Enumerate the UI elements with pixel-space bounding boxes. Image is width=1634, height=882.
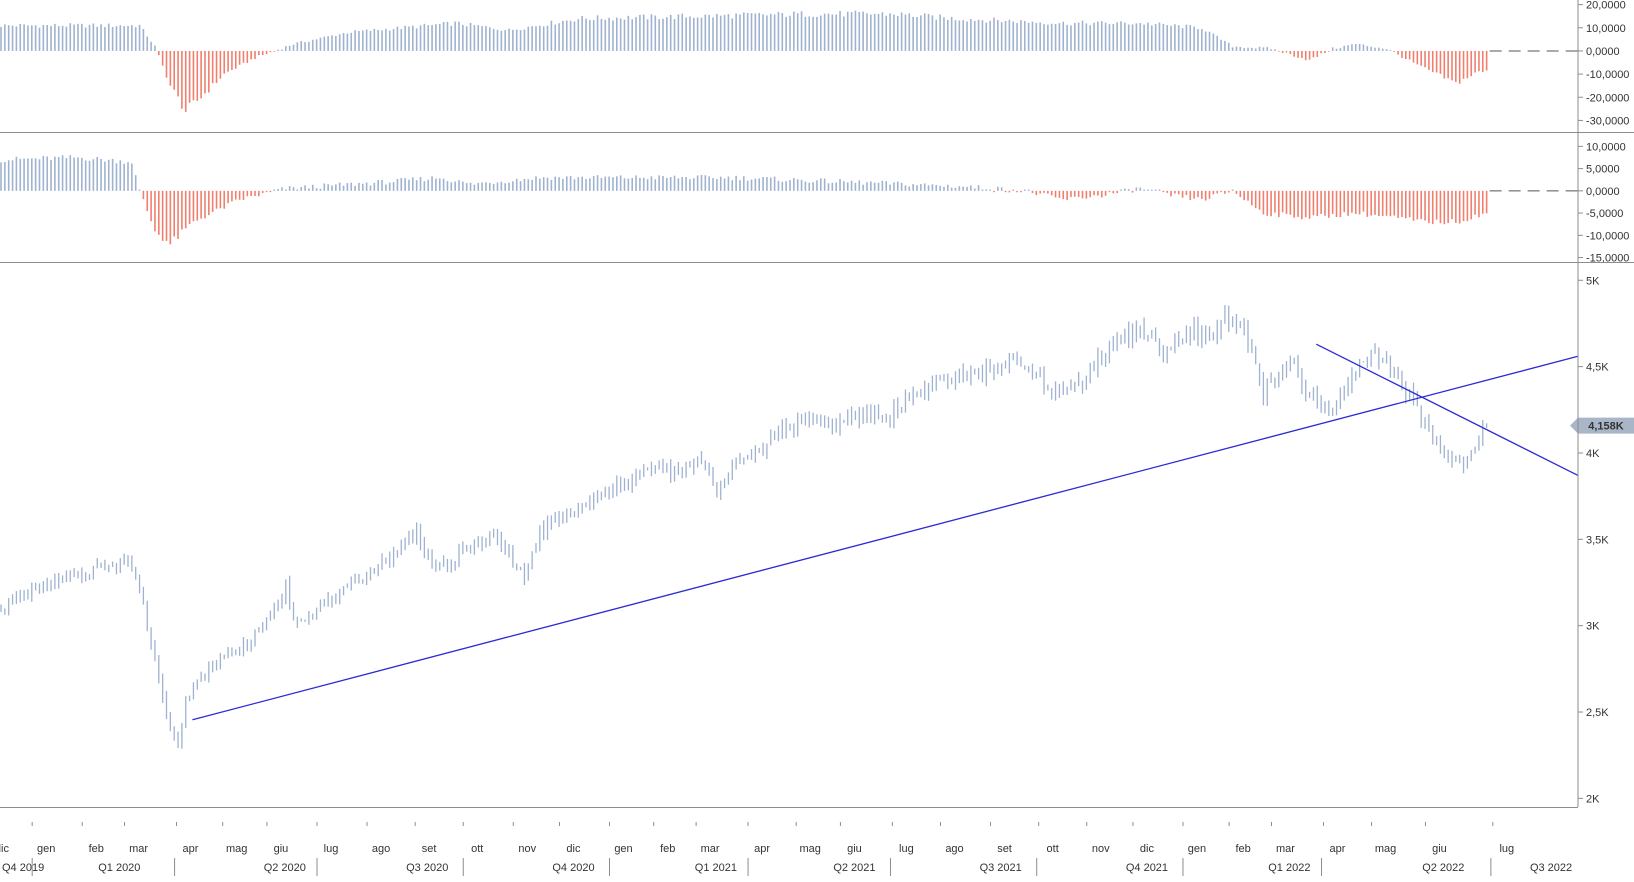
y-tick-label: -10,0000 bbox=[1586, 69, 1629, 81]
y-tick-label: 0,0000 bbox=[1586, 46, 1620, 58]
quarter-label: Q4 2019 bbox=[2, 862, 44, 874]
quarter-label: Q1 2021 bbox=[695, 862, 737, 874]
month-label: mag bbox=[226, 843, 247, 855]
indicator-panel-middle: 10,0000 5,0000 0,0000 -5,0000 -10,0000 -15,00… bbox=[0, 141, 1629, 265]
quarter-label: Q4 2021 bbox=[1126, 862, 1168, 874]
month-label: feb bbox=[1236, 843, 1251, 855]
quarter-label: Q4 2020 bbox=[552, 862, 594, 874]
quarter-label: Q1 2022 bbox=[1268, 862, 1310, 874]
month-label: feb bbox=[89, 843, 104, 855]
month-label: giu bbox=[847, 843, 862, 855]
y-tick-label: -5,0000 bbox=[1586, 208, 1623, 220]
y-tick-label: 5,0000 bbox=[1586, 164, 1620, 176]
y-tick-label: -15,0000 bbox=[1586, 253, 1629, 265]
indicator-panel-top: 20,0000 10,0000 0,0000 -10,0000 -20,0000 -30,… bbox=[0, 0, 1629, 127]
last-value-label: 4,158K bbox=[1588, 421, 1624, 433]
month-label: mag bbox=[1375, 843, 1396, 855]
y-tick-label: 3,5K bbox=[1586, 534, 1609, 546]
time-axis: dic gen feb mar apr mag giu lug ago set ott nov dic g… bbox=[0, 822, 1572, 876]
month-label: ott bbox=[1047, 843, 1059, 855]
y-tick-label: 4,5K bbox=[1586, 362, 1609, 374]
y-tick-label: 4K bbox=[1586, 448, 1600, 460]
y-tick-label: -10,0000 bbox=[1586, 230, 1629, 242]
month-label: lug bbox=[1499, 843, 1514, 855]
y-tick-label: 2K bbox=[1586, 793, 1600, 805]
y-tick-label: -20,0000 bbox=[1586, 92, 1629, 104]
month-label: giu bbox=[1432, 843, 1447, 855]
quarter-label: Q2 2022 bbox=[1422, 862, 1464, 874]
month-label: set bbox=[997, 843, 1012, 855]
y-tick-label: 3K bbox=[1586, 621, 1600, 633]
month-label: mag bbox=[799, 843, 820, 855]
month-label: gen bbox=[37, 843, 55, 855]
month-label: mar bbox=[701, 843, 720, 855]
y-tick-label: -30,0000 bbox=[1586, 115, 1629, 127]
month-label: ago bbox=[945, 843, 963, 855]
y-tick-label: 20,0000 bbox=[1586, 0, 1626, 12]
y-tick-label: 5K bbox=[1586, 275, 1600, 287]
y-tick-label: 10,0000 bbox=[1586, 141, 1626, 153]
quarter-label: Q2 2021 bbox=[833, 862, 875, 874]
month-label: dic bbox=[1140, 843, 1155, 855]
month-label: dic bbox=[0, 843, 9, 855]
y-tick-label: 0,0000 bbox=[1586, 186, 1620, 198]
price-panel: 5K 4,5K 4K 3,5K 3K 2,5K 2K 4,158K bbox=[0, 275, 1634, 805]
month-label: lug bbox=[899, 843, 914, 855]
month-label: mar bbox=[129, 843, 148, 855]
month-label: set bbox=[422, 843, 437, 855]
month-label: gen bbox=[614, 843, 632, 855]
panel-dividers bbox=[0, 0, 1634, 808]
month-label: apr bbox=[183, 843, 199, 855]
month-label: apr bbox=[754, 843, 770, 855]
trendline-resistance bbox=[1315, 343, 1579, 477]
y-tick-label: 2,5K bbox=[1586, 707, 1609, 719]
month-label: ago bbox=[372, 843, 390, 855]
month-label: gen bbox=[1188, 843, 1206, 855]
y-tick-label: 10,0000 bbox=[1586, 23, 1626, 35]
month-label: lug bbox=[324, 843, 339, 855]
trendline-support bbox=[192, 355, 1579, 721]
quarter-label: Q1 2020 bbox=[98, 862, 140, 874]
month-label: mar bbox=[1276, 843, 1295, 855]
month-label: ott bbox=[471, 843, 483, 855]
month-label: feb bbox=[660, 843, 675, 855]
month-label: dic bbox=[566, 843, 581, 855]
month-label: nov bbox=[518, 843, 536, 855]
quarter-label: Q2 2020 bbox=[264, 862, 306, 874]
quarter-label: Q3 2021 bbox=[980, 862, 1022, 874]
last-value-badge bbox=[1570, 417, 1634, 434]
quarter-label: Q3 2020 bbox=[406, 862, 448, 874]
month-label: apr bbox=[1329, 843, 1345, 855]
quarter-label: Q3 2022 bbox=[1530, 862, 1572, 874]
month-label: nov bbox=[1092, 843, 1110, 855]
month-label: giu bbox=[274, 843, 289, 855]
